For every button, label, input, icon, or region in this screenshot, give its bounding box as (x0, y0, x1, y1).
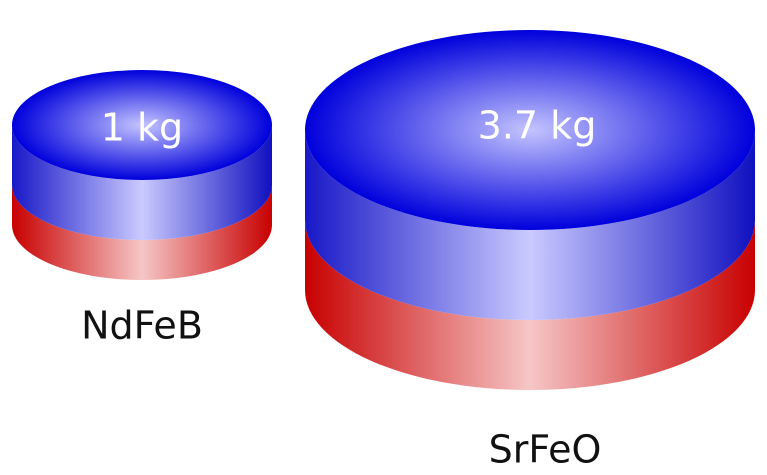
material-label: NdFeB (81, 304, 203, 348)
red-side (12, 185, 272, 280)
mass-label: 1 kg (101, 106, 183, 150)
magnet-small: 1 kg NdFeB (12, 70, 272, 348)
top-face (12, 70, 272, 180)
top-face (305, 30, 755, 230)
material-label: SrFeO (489, 428, 602, 472)
blue-side (12, 125, 272, 240)
red-side (305, 220, 755, 390)
blue-side (305, 130, 755, 320)
magnet-large: 3.7 kg SrFeO (305, 30, 755, 472)
mass-label: 3.7 kg (478, 104, 597, 148)
